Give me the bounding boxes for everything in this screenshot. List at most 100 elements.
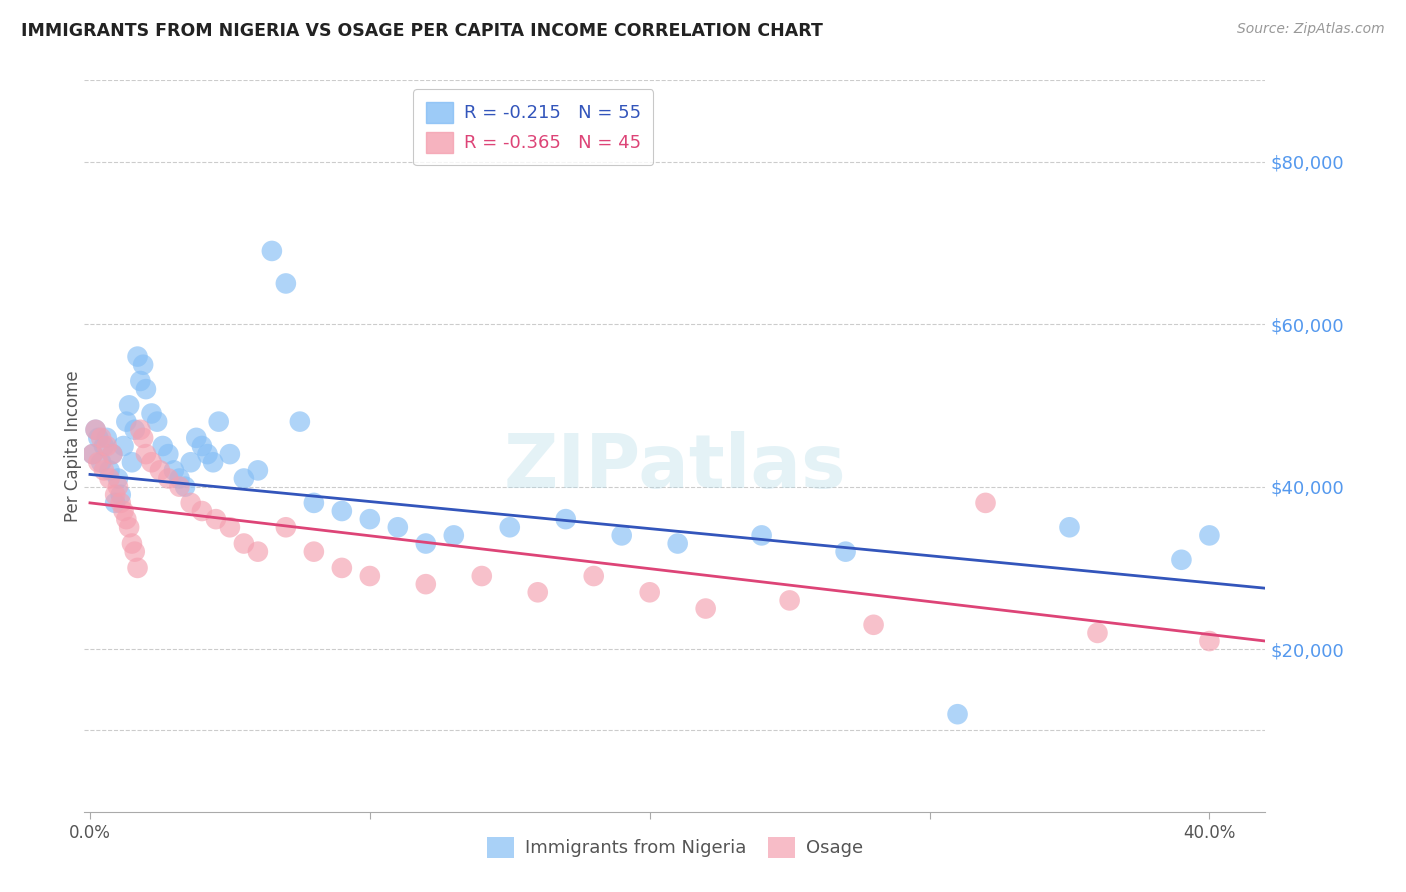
Point [135,382,157,396]
Point [132,431,155,445]
Point [302,544,325,558]
Point [330,504,353,518]
Point [219,520,242,534]
Point [862,617,884,632]
Point [1198,634,1220,648]
Point [124,544,146,558]
Point [174,480,197,494]
Point [90,455,112,469]
Point [107,480,129,494]
Point [499,520,522,534]
Point [169,471,191,485]
Y-axis label: Per Capita Income: Per Capita Income [65,370,82,522]
Point [110,496,132,510]
Point [246,463,269,477]
Point [834,544,856,558]
Point [666,536,689,550]
Point [186,431,208,445]
Point [127,350,149,364]
Point [87,455,110,469]
Text: IMMIGRANTS FROM NIGERIA VS OSAGE PER CAPITA INCOME CORRELATION CHART: IMMIGRANTS FROM NIGERIA VS OSAGE PER CAP… [21,22,823,40]
Point [146,415,169,429]
Point [1087,626,1109,640]
Point [157,471,180,485]
Point [582,569,605,583]
Point [135,447,157,461]
Point [104,488,127,502]
Point [93,439,115,453]
Point [110,488,132,502]
Point [288,415,311,429]
Point [359,569,381,583]
Point [180,455,202,469]
Point [359,512,381,526]
Point [157,447,180,461]
Point [129,374,152,388]
Point [946,707,969,722]
Point [1198,528,1220,542]
Point [82,447,104,461]
Point [152,439,174,453]
Point [115,415,138,429]
Point [118,398,141,412]
Point [96,431,118,445]
Point [96,439,118,453]
Point [115,512,138,526]
Point [232,471,254,485]
Text: ZIPatlas: ZIPatlas [503,432,846,505]
Point [101,447,124,461]
Point [443,528,465,542]
Point [163,463,186,477]
Point [695,601,717,615]
Point [169,480,191,494]
Point [974,496,997,510]
Point [302,496,325,510]
Point [191,439,214,453]
Point [180,496,202,510]
Point [526,585,548,599]
Point [141,407,163,421]
Point [104,496,127,510]
Point [101,447,124,461]
Point [610,528,633,542]
Point [246,544,269,558]
Point [121,536,143,550]
Point [330,561,353,575]
Point [471,569,494,583]
Point [87,431,110,445]
Point [1170,553,1192,567]
Point [107,471,129,485]
Point [197,447,219,461]
Point [274,277,297,291]
Point [1059,520,1081,534]
Point [415,536,437,550]
Point [219,447,242,461]
Point [132,358,155,372]
Point [205,512,228,526]
Point [638,585,661,599]
Point [779,593,801,607]
Point [141,455,163,469]
Point [208,415,231,429]
Point [191,504,214,518]
Point [84,423,107,437]
Point [84,423,107,437]
Point [127,561,149,575]
Point [82,447,104,461]
Point [149,463,172,477]
Point [98,463,121,477]
Point [387,520,409,534]
Point [202,455,225,469]
Point [554,512,576,526]
Point [98,471,121,485]
Point [232,536,254,550]
Point [112,439,135,453]
Point [121,455,143,469]
Point [129,423,152,437]
Point [415,577,437,591]
Point [93,463,115,477]
Point [124,423,146,437]
Point [751,528,773,542]
Point [260,244,283,258]
Point [118,520,141,534]
